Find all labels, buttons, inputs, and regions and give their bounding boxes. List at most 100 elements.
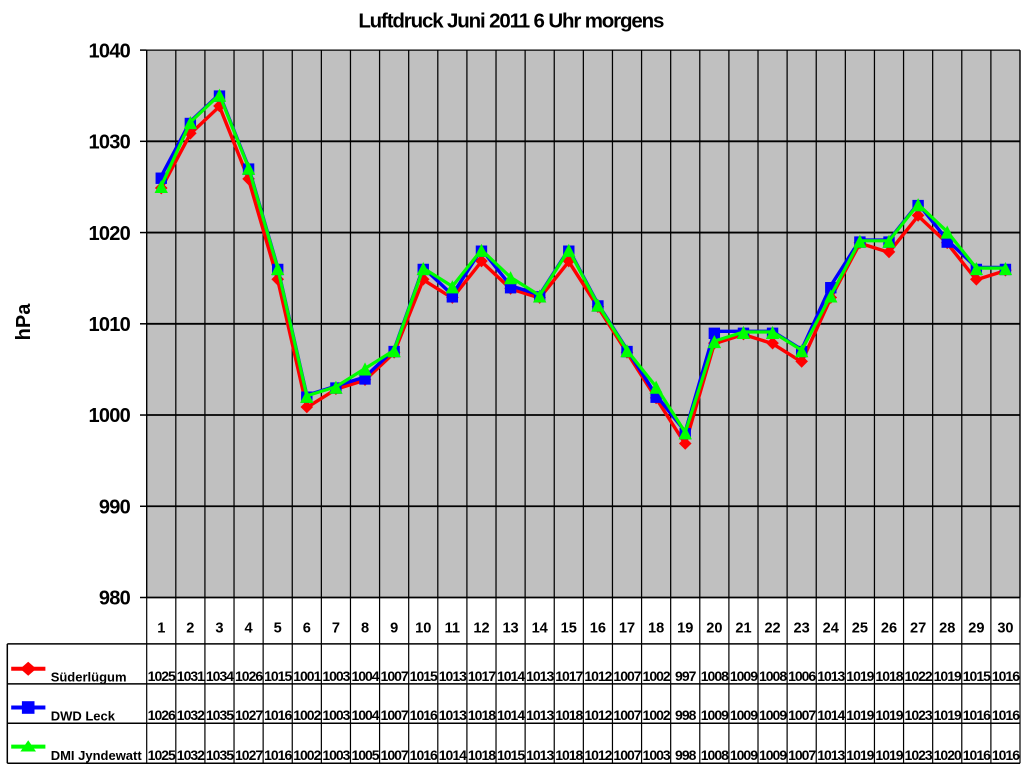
svg-text:1022: 1022 bbox=[905, 668, 933, 684]
svg-text:1018: 1018 bbox=[468, 747, 496, 763]
svg-text:1008: 1008 bbox=[701, 668, 729, 684]
svg-text:hPa: hPa bbox=[13, 303, 35, 341]
svg-text:1030: 1030 bbox=[89, 132, 131, 154]
svg-text:1007: 1007 bbox=[381, 707, 409, 723]
svg-text:1015: 1015 bbox=[497, 747, 525, 763]
svg-text:1014: 1014 bbox=[497, 668, 525, 684]
svg-text:1003: 1003 bbox=[322, 707, 350, 723]
svg-text:DMI Jyndewatt: DMI Jyndewatt bbox=[51, 748, 143, 763]
svg-text:1013: 1013 bbox=[526, 668, 554, 684]
svg-text:1013: 1013 bbox=[439, 707, 467, 723]
svg-text:DWD Leck: DWD Leck bbox=[51, 709, 116, 724]
svg-text:2: 2 bbox=[186, 621, 194, 637]
svg-text:7: 7 bbox=[332, 621, 340, 637]
svg-text:1002: 1002 bbox=[293, 747, 321, 763]
svg-text:1015: 1015 bbox=[963, 668, 991, 684]
svg-text:17: 17 bbox=[619, 621, 635, 637]
svg-text:1010: 1010 bbox=[89, 314, 131, 336]
svg-text:1019: 1019 bbox=[846, 668, 874, 684]
svg-text:1007: 1007 bbox=[613, 668, 641, 684]
svg-text:1026: 1026 bbox=[148, 707, 176, 723]
svg-text:Luftdruck Juni 2011 6 Uhr morg: Luftdruck Juni 2011 6 Uhr morgens bbox=[358, 9, 664, 32]
svg-text:1016: 1016 bbox=[963, 707, 991, 723]
svg-text:1020: 1020 bbox=[934, 747, 962, 763]
svg-text:1013: 1013 bbox=[526, 747, 554, 763]
svg-text:1017: 1017 bbox=[468, 668, 496, 684]
svg-text:1003: 1003 bbox=[322, 668, 350, 684]
svg-text:4: 4 bbox=[245, 621, 254, 637]
svg-text:1003: 1003 bbox=[322, 747, 350, 763]
svg-text:1014: 1014 bbox=[439, 747, 467, 763]
svg-text:1014: 1014 bbox=[497, 707, 525, 723]
svg-text:1018: 1018 bbox=[555, 707, 583, 723]
svg-text:1018: 1018 bbox=[875, 668, 903, 684]
svg-text:26: 26 bbox=[881, 621, 897, 637]
svg-text:1000: 1000 bbox=[89, 405, 131, 427]
svg-text:18: 18 bbox=[648, 621, 664, 637]
svg-text:1016: 1016 bbox=[264, 707, 292, 723]
svg-text:16: 16 bbox=[590, 621, 606, 637]
svg-text:6: 6 bbox=[303, 621, 311, 637]
svg-text:3: 3 bbox=[215, 621, 223, 637]
svg-text:1016: 1016 bbox=[410, 707, 438, 723]
svg-text:1004: 1004 bbox=[351, 668, 379, 684]
svg-text:27: 27 bbox=[910, 621, 926, 637]
svg-text:1016: 1016 bbox=[410, 747, 438, 763]
svg-text:28: 28 bbox=[939, 621, 955, 637]
svg-text:21: 21 bbox=[735, 621, 751, 637]
svg-text:15: 15 bbox=[561, 621, 577, 637]
svg-text:1003: 1003 bbox=[643, 747, 671, 763]
svg-text:23: 23 bbox=[794, 621, 810, 637]
svg-text:1040: 1040 bbox=[89, 40, 131, 62]
svg-text:10: 10 bbox=[415, 621, 431, 637]
svg-text:1019: 1019 bbox=[846, 747, 874, 763]
svg-text:1007: 1007 bbox=[381, 747, 409, 763]
svg-text:990: 990 bbox=[99, 496, 131, 518]
svg-text:998: 998 bbox=[675, 707, 697, 723]
svg-text:998: 998 bbox=[675, 747, 697, 763]
svg-text:1008: 1008 bbox=[759, 668, 787, 684]
svg-text:1008: 1008 bbox=[701, 747, 729, 763]
svg-text:13: 13 bbox=[502, 621, 518, 637]
svg-text:22: 22 bbox=[764, 621, 780, 637]
svg-text:1002: 1002 bbox=[643, 707, 671, 723]
svg-text:1016: 1016 bbox=[992, 668, 1020, 684]
svg-text:1023: 1023 bbox=[905, 747, 933, 763]
svg-text:1009: 1009 bbox=[759, 707, 787, 723]
svg-text:1019: 1019 bbox=[934, 668, 962, 684]
svg-text:1034: 1034 bbox=[206, 668, 234, 684]
svg-text:5: 5 bbox=[274, 621, 282, 637]
svg-text:1002: 1002 bbox=[643, 668, 671, 684]
svg-text:1019: 1019 bbox=[875, 707, 903, 723]
svg-text:9: 9 bbox=[390, 621, 398, 637]
svg-text:11: 11 bbox=[445, 621, 460, 637]
svg-text:1001: 1001 bbox=[293, 668, 321, 684]
svg-text:1013: 1013 bbox=[817, 747, 845, 763]
svg-text:29: 29 bbox=[968, 621, 984, 637]
svg-text:1009: 1009 bbox=[730, 707, 758, 723]
svg-text:1007: 1007 bbox=[788, 707, 816, 723]
svg-text:1020: 1020 bbox=[89, 223, 131, 245]
svg-text:997: 997 bbox=[675, 668, 697, 684]
svg-text:1027: 1027 bbox=[235, 707, 263, 723]
svg-text:980: 980 bbox=[99, 588, 131, 610]
svg-text:1025: 1025 bbox=[148, 747, 176, 763]
svg-text:1018: 1018 bbox=[555, 747, 583, 763]
svg-text:1016: 1016 bbox=[963, 747, 991, 763]
svg-text:1004: 1004 bbox=[351, 707, 379, 723]
svg-text:1015: 1015 bbox=[410, 668, 438, 684]
svg-text:1019: 1019 bbox=[846, 707, 874, 723]
svg-text:1006: 1006 bbox=[788, 668, 816, 684]
svg-text:1012: 1012 bbox=[584, 747, 612, 763]
svg-text:8: 8 bbox=[361, 621, 369, 637]
svg-text:1014: 1014 bbox=[817, 707, 845, 723]
svg-text:1013: 1013 bbox=[439, 668, 467, 684]
svg-text:1018: 1018 bbox=[468, 707, 496, 723]
svg-text:1005: 1005 bbox=[351, 747, 379, 763]
svg-text:30: 30 bbox=[997, 621, 1013, 637]
svg-text:1007: 1007 bbox=[613, 707, 641, 723]
svg-text:19: 19 bbox=[677, 621, 693, 637]
svg-text:1032: 1032 bbox=[177, 747, 205, 763]
svg-text:Süderlügum: Süderlügum bbox=[51, 669, 127, 684]
svg-text:1007: 1007 bbox=[381, 668, 409, 684]
